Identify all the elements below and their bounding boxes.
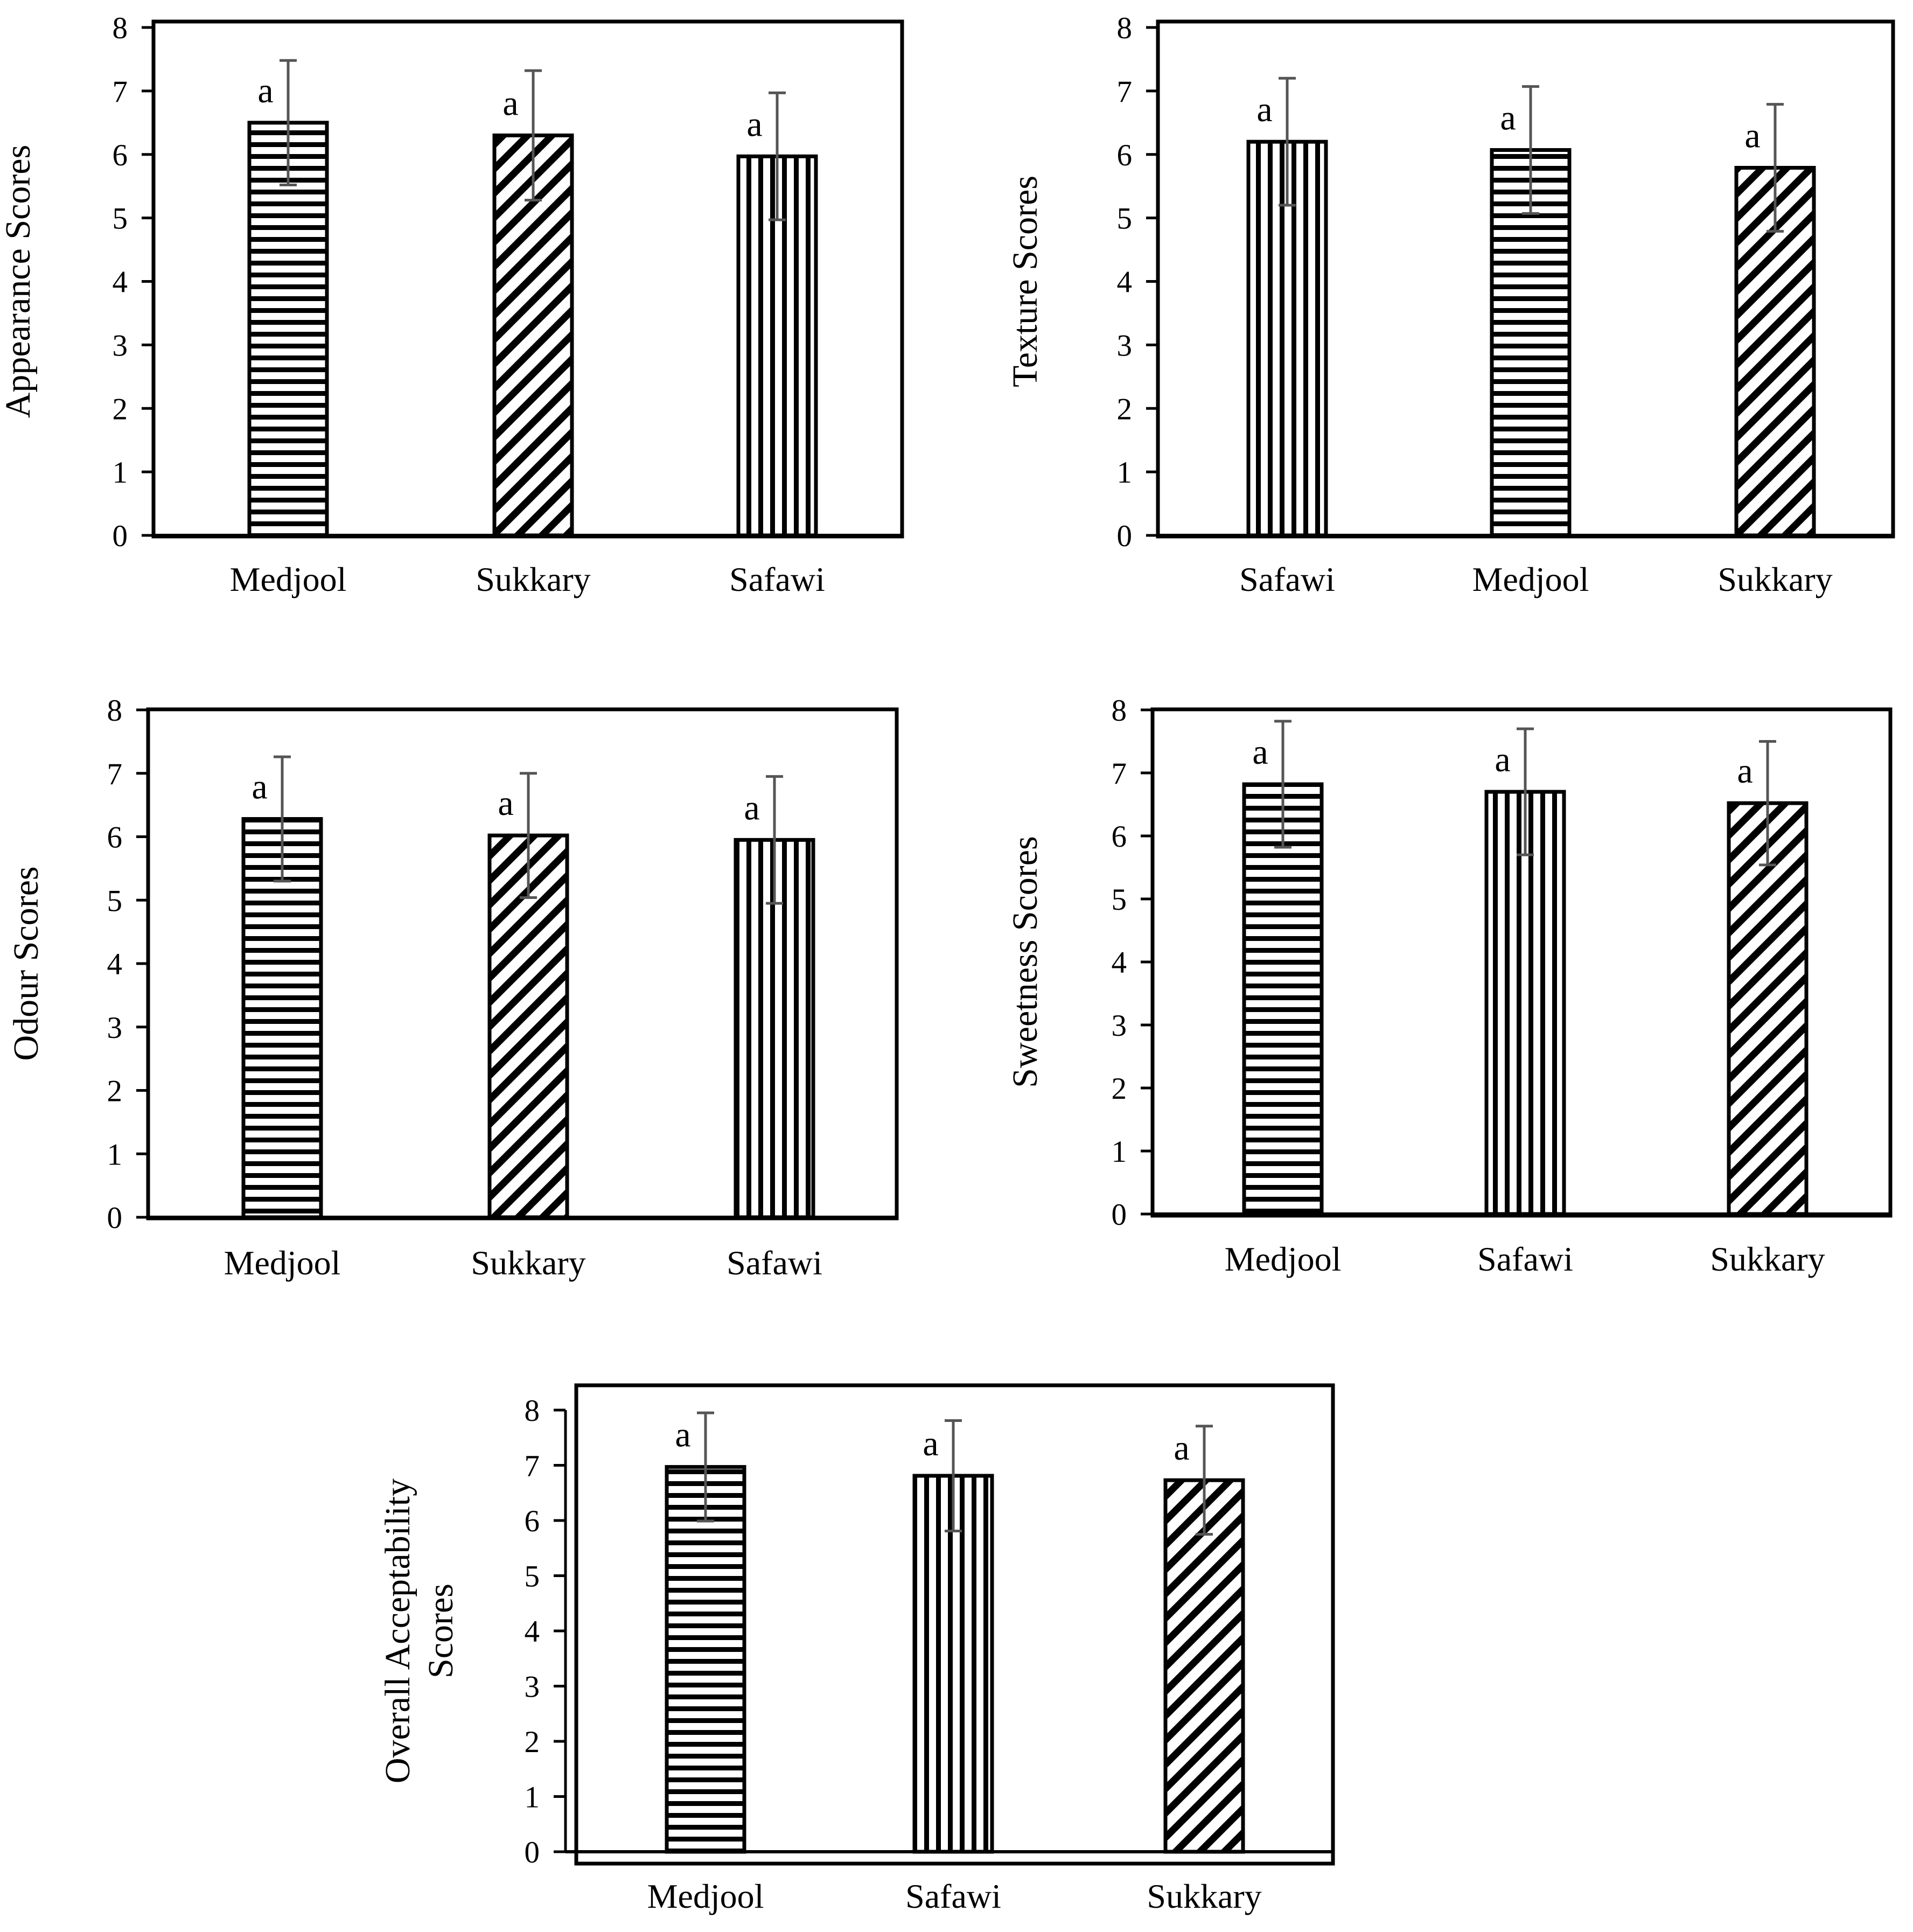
y-tick-label: 7 (525, 1449, 540, 1483)
significance-label: a (252, 768, 267, 807)
y-tick-label: 3 (107, 1011, 123, 1045)
bar-sukkary (1163, 1478, 1245, 1854)
y-tick-label: 0 (113, 519, 128, 553)
category-label: Medjool (1472, 560, 1589, 598)
y-tick-label: 4 (113, 266, 128, 299)
y-tick-label: 5 (525, 1560, 540, 1594)
y-tick-label: 6 (1117, 138, 1133, 172)
y-tick-label: 0 (107, 1201, 123, 1235)
chart-panel-2: 0 1 2 3 4 5 6 7 8 Texture Scores a Safawi a Medjool a S… (1006, 11, 1895, 598)
y-axis-label: Overall Acceptability Scores (378, 1478, 460, 1783)
y-tick-label: 6 (1112, 820, 1127, 854)
y-tick-label: 2 (525, 1725, 540, 1759)
y-tick-label: 2 (1112, 1072, 1127, 1106)
y-axis-label-line: Overall Acceptability (378, 1478, 417, 1783)
significance-label: a (1744, 116, 1760, 156)
category-label: Safawi (1477, 1240, 1573, 1278)
y-tick-label: 6 (525, 1504, 540, 1538)
chart-panel-3: 0 1 2 3 4 5 6 7 8 Odour Scores a Medjool a Sukkary a Sa… (6, 694, 899, 1282)
y-tick-label: 4 (1112, 946, 1127, 980)
chart-panel-4: 0 1 2 3 4 5 6 7 8 Sweetness Scores a Medjool a Safawi… (1006, 694, 1893, 1278)
y-tick-label: 7 (113, 75, 128, 109)
bar-safawi (1484, 790, 1566, 1216)
significance-label: a (257, 71, 273, 110)
significance-label: a (1500, 98, 1516, 137)
y-tick-label: 1 (113, 456, 128, 490)
y-tick-label: 2 (1117, 392, 1133, 426)
y-tick-label: 8 (525, 1394, 540, 1428)
category-label: Sukkary (1717, 560, 1832, 598)
category-label: Sukkary (471, 1244, 585, 1282)
y-tick-label: 5 (1117, 202, 1133, 236)
y-tick-label: 5 (107, 884, 123, 918)
chart-panel-5: 0 1 2 3 4 5 6 7 8 Overall Acceptability Scores a Med… (378, 1383, 1335, 1915)
significance-label: a (1252, 733, 1268, 772)
category-label: Medjool (224, 1244, 341, 1282)
chart-panel-1: 0 1 2 3 4 5 6 7 8 Appearance Scores a Medjool a Sukka… (0, 11, 904, 598)
category-label: Safawi (1239, 560, 1335, 598)
y-tick-label: 1 (1117, 456, 1133, 490)
category-label: Medjool (647, 1877, 764, 1915)
bar-medjool (241, 817, 323, 1219)
category-label: Sukkary (1147, 1877, 1261, 1915)
y-tick-label: 3 (525, 1670, 540, 1704)
y-axis-label: Texture Scores (1006, 176, 1045, 387)
significance-label: a (498, 784, 513, 823)
y-tick-label: 2 (107, 1075, 123, 1108)
y-tick-label: 2 (113, 392, 128, 426)
y-tick-label: 8 (113, 11, 128, 45)
y-tick-label: 1 (1112, 1135, 1127, 1169)
y-tick-label: 6 (107, 821, 123, 855)
y-tick-label: 3 (1112, 1009, 1127, 1043)
category-label: Sukkary (1710, 1240, 1825, 1278)
y-tick-label: 8 (107, 694, 123, 728)
y-tick-label: 0 (525, 1836, 540, 1870)
significance-label: a (1495, 740, 1510, 779)
y-tick-label: 7 (1117, 75, 1133, 109)
y-tick-label: 5 (113, 202, 128, 236)
category-label: Safawi (727, 1244, 822, 1282)
significance-label: a (744, 788, 759, 827)
y-tick-label: 8 (1117, 11, 1133, 45)
category-label: Safawi (729, 560, 825, 598)
y-tick-label: 7 (1112, 757, 1127, 791)
category-label: Medjool (230, 560, 347, 598)
y-tick-label: 4 (1117, 266, 1133, 299)
y-tick-label: 1 (525, 1781, 540, 1815)
y-tick-label: 1 (107, 1138, 123, 1171)
y-tick-label: 0 (1117, 519, 1133, 553)
y-tick-label: 0 (1112, 1198, 1127, 1232)
y-tick-label: 3 (1117, 329, 1133, 362)
category-label: Sukkary (476, 560, 590, 598)
y-tick-label: 4 (107, 947, 123, 981)
y-tick-label: 6 (113, 138, 128, 172)
bar-medjool (247, 121, 329, 538)
bar-safawi (912, 1474, 994, 1854)
y-tick-label: 3 (113, 329, 128, 362)
category-label: Safawi (905, 1877, 1001, 1915)
bar-medjool (1490, 148, 1572, 538)
bar-sukkary (492, 133, 574, 538)
significance-label: a (1737, 751, 1753, 791)
y-tick-label: 8 (1112, 694, 1127, 728)
bar-medjool (1242, 782, 1324, 1216)
y-axis-label: Appearance Scores (0, 145, 38, 419)
y-tick-label: 4 (525, 1615, 540, 1649)
significance-label: a (746, 104, 762, 144)
y-axis-label-line: Scores (421, 1584, 460, 1678)
bar-medjool (665, 1465, 746, 1854)
y-axis-label: Sweetness Scores (1006, 836, 1045, 1087)
y-axis-label: Odour Scores (6, 866, 46, 1061)
y-tick-label: 7 (107, 757, 123, 791)
chart-frame (574, 1383, 1335, 1866)
y-tick-label: 5 (1112, 883, 1127, 917)
significance-label: a (1174, 1428, 1189, 1468)
category-label: Medjool (1225, 1240, 1342, 1278)
significance-label: a (675, 1415, 690, 1455)
significance-label: a (1256, 90, 1272, 129)
significance-label: a (923, 1424, 938, 1463)
significance-label: a (502, 83, 518, 123)
